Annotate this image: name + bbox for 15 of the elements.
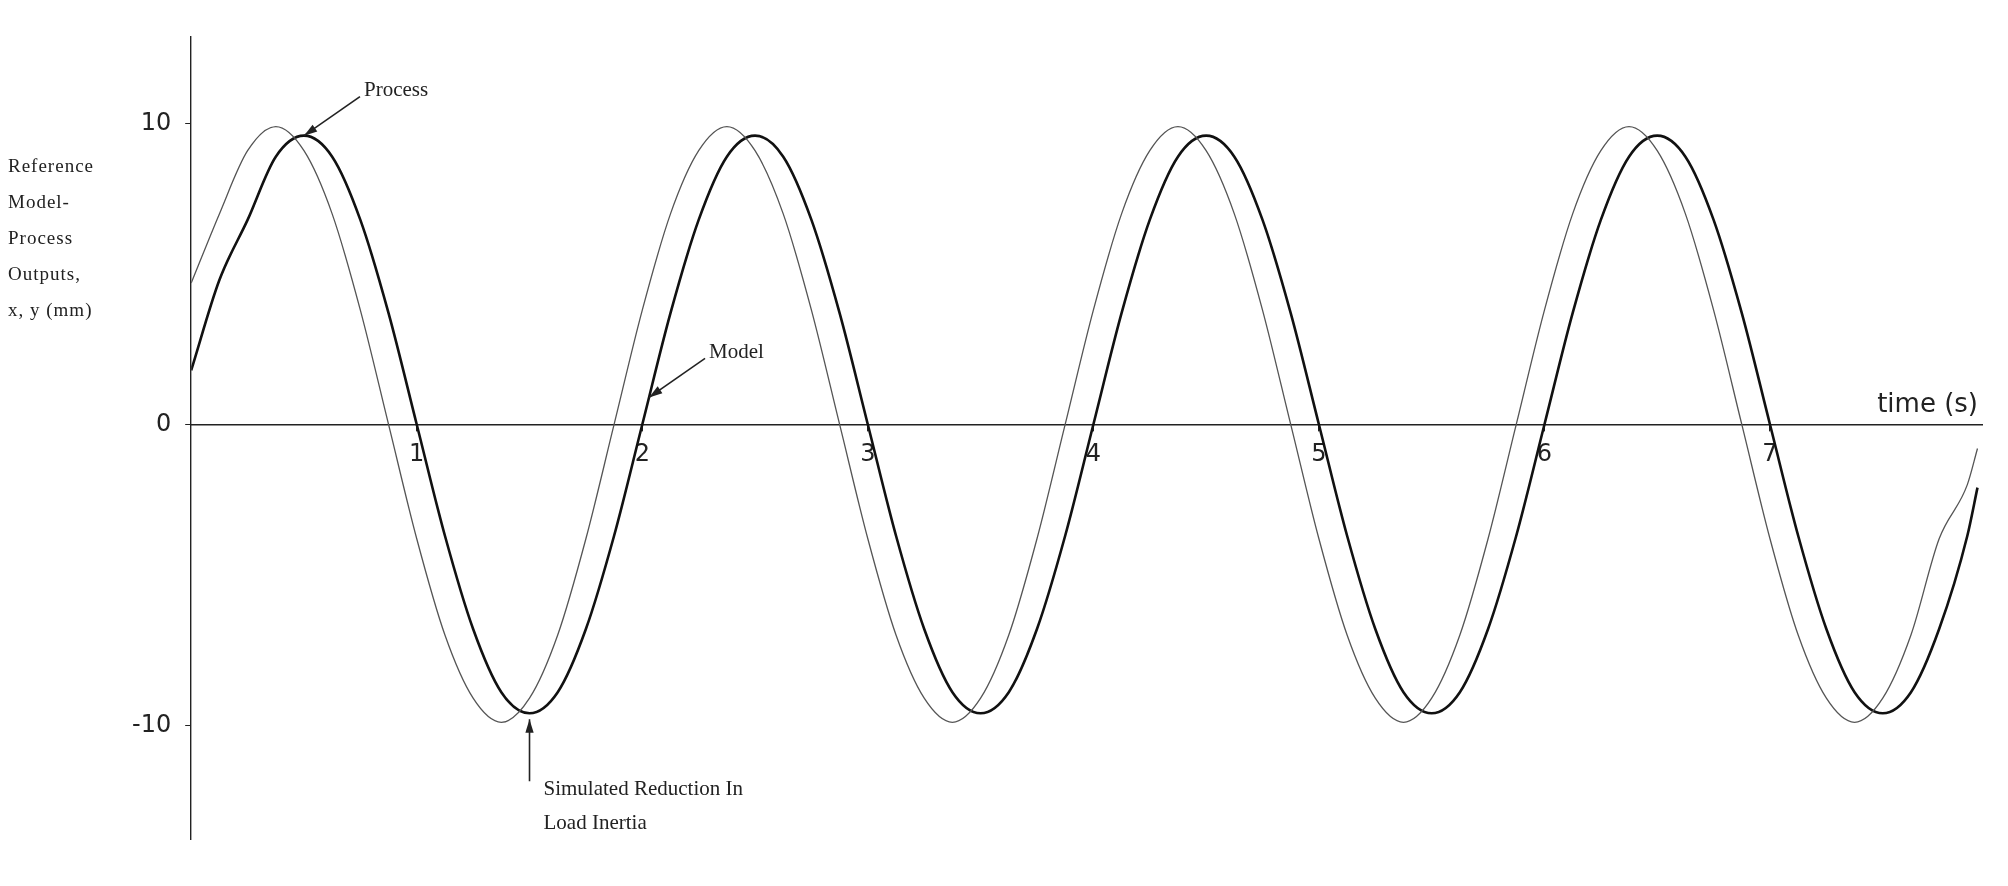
x-tick-label: 3 <box>860 439 876 468</box>
annotation: Process <box>363 77 429 102</box>
x-tick-label: 7 <box>1762 439 1778 468</box>
x-tick-label: 1 <box>409 439 425 468</box>
x-axis-title: time (s) <box>1877 388 1978 419</box>
y-tick-label: -10 <box>132 709 172 738</box>
y-tick-label: 0 <box>155 408 172 437</box>
x-tick-label: 6 <box>1536 439 1553 468</box>
x-tick-label: 4 <box>1085 439 1102 468</box>
annotation: Model <box>709 338 765 363</box>
x-tick-label: 5 <box>1311 439 1327 468</box>
x-tick-label: 2 <box>634 439 650 468</box>
y-axis-title: Reference Model-Process Outputs, x, y (mm) <box>8 154 95 322</box>
annotation: Simulated Reduction In Load Inertia <box>543 775 744 834</box>
y-tick-label: 10 <box>140 107 172 136</box>
